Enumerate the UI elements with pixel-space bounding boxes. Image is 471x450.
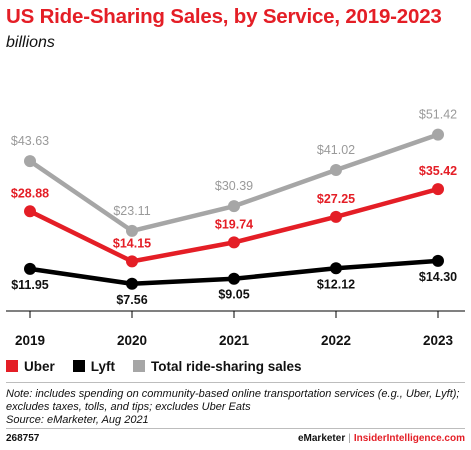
data-label-lyft-2020: $7.56 [116, 293, 147, 307]
data-label-lyft-2021: $9.05 [218, 288, 249, 302]
x-tick-label-2021: 2021 [219, 333, 250, 348]
legend-item-lyft: Lyft [72, 358, 116, 374]
x-tick-label-2019: 2019 [15, 333, 45, 348]
line-chart: 2019 2020 2021 2022 2023 $43.63 $23.11 $30.39 $4… [6, 108, 465, 348]
x-tick-label-2022: 2022 [321, 333, 351, 348]
brand-emarketer: eMarketer [297, 433, 346, 444]
point-total-2023 [432, 128, 444, 141]
legend: Uber Lyft Total ride-sharing sales [6, 357, 320, 375]
data-label-total-2020: $23.11 [113, 204, 150, 218]
data-label-uber-2019: $28.88 [11, 186, 49, 200]
data-label-total-2019: $43.63 [11, 134, 49, 148]
data-label-uber-2021: $19.74 [215, 217, 253, 231]
point-uber-2023 [432, 183, 444, 196]
point-total-2020 [126, 224, 138, 237]
point-lyft-2023 [432, 254, 444, 267]
point-uber-2022 [330, 210, 342, 223]
legend-item-uber: Uber [6, 359, 55, 374]
point-total-2019 [24, 155, 36, 168]
legend-label-uber: Uber [24, 358, 55, 374]
data-label-uber-2020: $14.15 [113, 236, 151, 250]
point-uber-2021 [228, 236, 240, 249]
data-label-lyft-2019: $11.95 [11, 278, 49, 292]
point-uber-2020 [126, 255, 138, 268]
footer-brand: eMarketer | InsiderIntelligence.com [298, 433, 465, 444]
footnote-line-2: excludes taxes, tolls, and tips; exclude… [6, 401, 251, 413]
footnote: Note: includes spending on community-bas… [6, 388, 466, 427]
legend-item-total: Total ride-sharing sales [133, 359, 302, 374]
footnote-line-1: Note: includes spending on community-bas… [6, 388, 460, 400]
chart-subtitle: billions [6, 34, 55, 51]
brand-insider-intelligence: InsiderIntelligence.com [353, 433, 465, 444]
chart-id: 268757 [6, 433, 40, 444]
data-label-uber-2023: $35.42 [419, 164, 457, 178]
point-lyft-2019 [24, 262, 36, 275]
point-uber-2019 [24, 205, 36, 218]
point-lyft-2022 [330, 262, 342, 275]
x-tick-label-2020: 2020 [117, 333, 147, 348]
data-label-total-2022: $41.02 [317, 143, 355, 157]
data-label-total-2023: $51.42 [419, 108, 457, 122]
legend-swatch-total [133, 360, 146, 372]
x-tick-label-2023: 2023 [423, 333, 454, 348]
divider-top [6, 382, 465, 383]
data-label-total-2021: $30.39 [215, 179, 253, 193]
point-total-2021 [228, 200, 240, 213]
point-lyft-2020 [126, 277, 138, 290]
legend-swatch-uber [6, 360, 18, 372]
point-total-2022 [330, 164, 342, 177]
data-label-lyft-2023: $14.30 [419, 270, 457, 284]
legend-label-total: Total ride-sharing sales [151, 358, 302, 374]
legend-label-lyft: Lyft [90, 358, 116, 374]
data-label-lyft-2022: $12.12 [317, 277, 355, 291]
point-lyft-2021 [228, 272, 240, 285]
chart-title: US Ride-Sharing Sales, by Service, 2019-… [6, 5, 442, 28]
source-line: Source: eMarketer, Aug 2021 [6, 414, 149, 426]
brand-separator: | [348, 433, 351, 444]
divider-bottom [6, 428, 465, 429]
legend-swatch-lyft [72, 360, 85, 372]
data-label-uber-2022: $27.25 [317, 192, 355, 206]
